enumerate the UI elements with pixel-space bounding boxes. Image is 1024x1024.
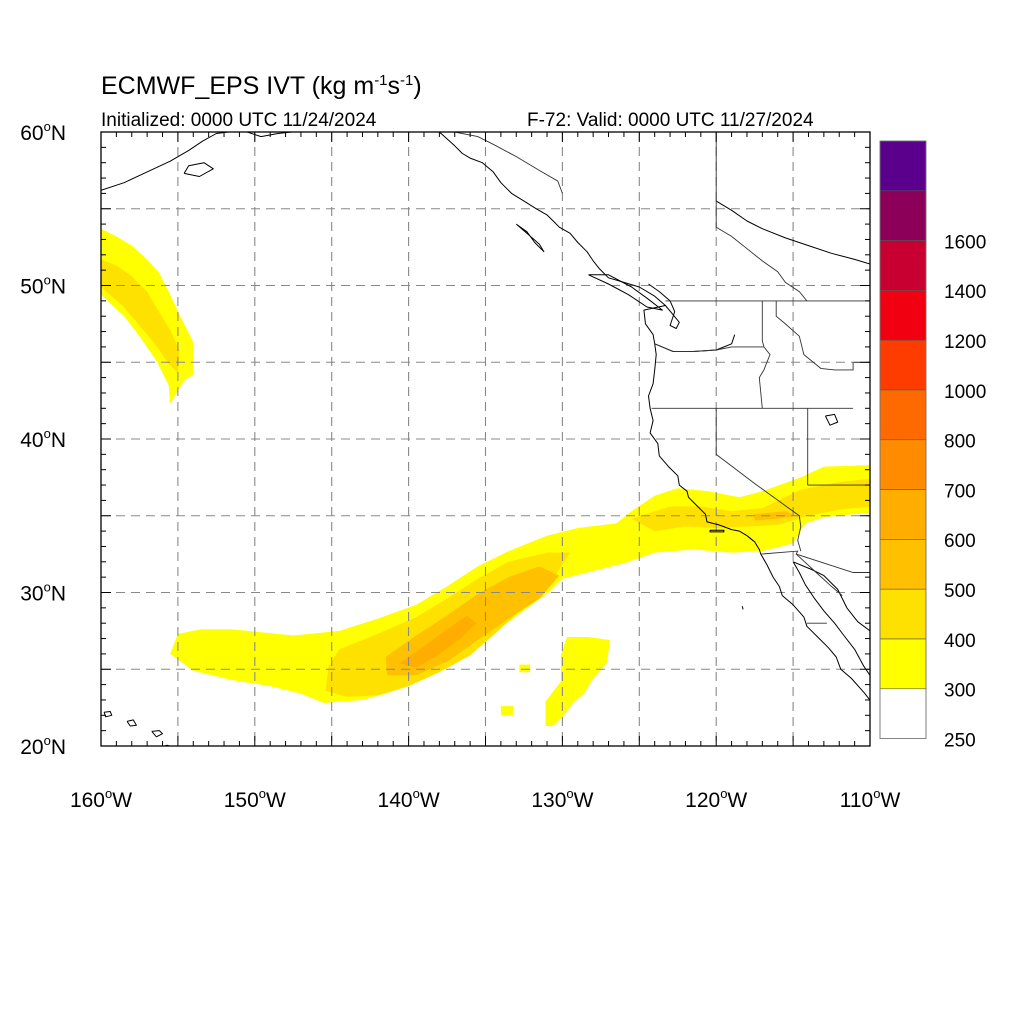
political-borders <box>454 132 870 624</box>
colorbar-label: 1400 <box>944 282 986 303</box>
y-tick-label: 60oN <box>20 119 66 145</box>
coastline-kodiak-island <box>183 162 214 177</box>
colorbar-swatch <box>879 539 927 590</box>
coastline-alaska-peninsula <box>101 132 229 191</box>
x-tick-label: 130oW <box>531 786 593 812</box>
x-tick-label: 160oW <box>70 786 132 812</box>
coastline-hawaii-kauai <box>103 711 113 718</box>
ivt-region-northwest-plume-core <box>101 259 180 373</box>
colorbar-frame <box>879 140 927 739</box>
colorbar-label: 400 <box>944 631 976 652</box>
y-tick-label: 20oN <box>20 733 66 759</box>
coastline-mainland-mexico-coast <box>792 561 870 632</box>
border-washington-idaho <box>761 300 765 348</box>
coastlines <box>101 132 870 746</box>
map-title: ECMWF_EPS IVT (kg m-1s-1) <box>101 72 422 100</box>
valid-time-label: F-72: Valid: 0000 UTC 11/27/2024 <box>527 110 814 131</box>
colorbar-swatch <box>879 638 927 690</box>
gridlines <box>101 132 870 746</box>
colorbar-label: 700 <box>944 481 976 502</box>
x-tick-label: 110oW <box>840 786 901 812</box>
border-colorado-river <box>797 515 802 552</box>
colorbar-swatch <box>879 290 927 341</box>
colorbar-label: 500 <box>944 581 976 602</box>
colorbar-label: 800 <box>944 432 976 453</box>
colorbar-swatch <box>879 140 927 192</box>
coastline-great-salt-lake <box>824 413 839 426</box>
coastline-hawaii-maui <box>151 730 163 738</box>
border-bc-alberta-border <box>715 132 808 302</box>
colorbar-swatch <box>879 688 927 739</box>
x-tick-label: 140oW <box>378 786 440 812</box>
colorbar: 1600 1400 1200 1000 800 700 600 500 400 300 250 <box>879 140 986 751</box>
border-oregon-washington <box>654 343 764 352</box>
ivt-fill-layer <box>101 228 870 726</box>
colorbar-label: 1000 <box>944 382 986 403</box>
coastline-hudson-hope-coast <box>715 200 870 265</box>
colorbar-swatch <box>879 240 927 291</box>
border-sonora-line <box>795 553 843 596</box>
border-idaho-montana <box>775 300 854 371</box>
x-tick-label: 150oW <box>224 786 286 812</box>
coastline-prince-william-coast <box>246 132 312 138</box>
colorbar-swatch <box>879 190 927 241</box>
border-oregon-idaho <box>758 346 771 409</box>
ivt-region-coastal-core <box>631 478 870 532</box>
y-tick-label: 40oN <box>20 426 66 452</box>
x-tick-label: 120oW <box>685 786 747 812</box>
ivt-region-small-speck-1 <box>500 706 514 716</box>
colorbar-swatch <box>879 389 927 441</box>
coastline-british-columbia-islands <box>515 223 545 253</box>
coastline-alaska-panhandle-coast <box>439 132 870 701</box>
coastline-channel-islands <box>709 529 725 533</box>
ivt-region-coastal-center <box>754 511 797 521</box>
y-tick-label: 30oN <box>20 580 66 606</box>
colorbar-label: 1600 <box>944 232 986 253</box>
coastline-gulf-of-california-coast <box>792 561 870 676</box>
border-alaska-bc-border <box>454 132 563 194</box>
coastline-salish-sea <box>648 283 680 329</box>
colorbar-swatch <box>879 588 927 640</box>
coastline-guadalupe-island <box>741 606 744 610</box>
initialized-label: Initialized: 0000 UTC 11/24/2024 <box>101 110 377 131</box>
coastline-vancouver-island <box>588 274 663 311</box>
axis-labels: 160oW 150oW 140oW 130oW 120oW 110oW 60oN 50oN 40… <box>20 119 900 812</box>
ivt-region-river-max <box>399 615 477 668</box>
y-tick-label: 50oN <box>20 273 66 299</box>
colorbar-label: 300 <box>944 681 976 702</box>
coastline-hawaii-oahu <box>126 719 137 727</box>
axis-ticks <box>100 131 871 747</box>
ivt-region-south-patch <box>545 637 611 726</box>
colorbar-swatch <box>879 489 927 540</box>
colorbar-label: 1200 <box>944 332 986 353</box>
colorbar-label: 250 <box>944 730 976 751</box>
colorbar-swatch <box>879 439 927 490</box>
border-us-mexico <box>760 550 870 573</box>
colorbar-swatch <box>879 339 927 391</box>
border-california-nevada <box>715 408 800 517</box>
ivt-region-small-speck-2 <box>519 664 531 673</box>
colorbar-label: 600 <box>944 531 976 552</box>
